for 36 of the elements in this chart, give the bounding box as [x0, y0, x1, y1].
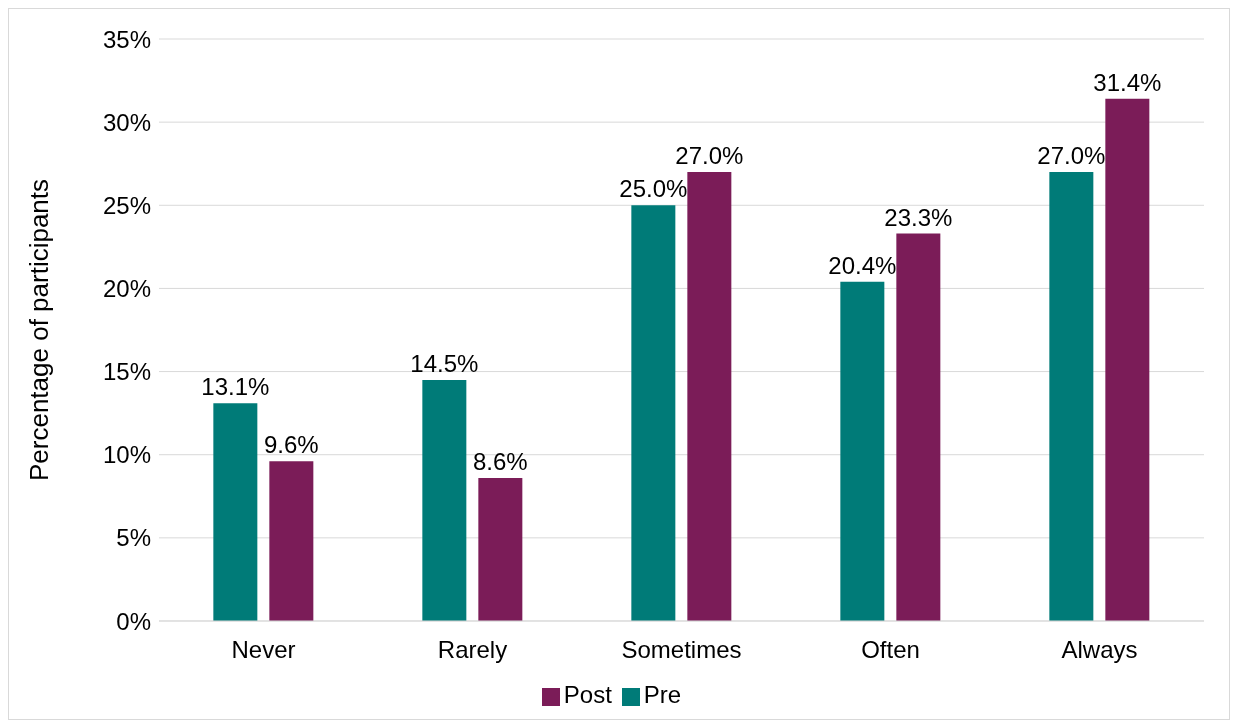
y-tick-label: 25% — [102, 191, 151, 219]
legend-label: Pre — [643, 681, 682, 708]
bar — [896, 233, 941, 621]
bar — [422, 379, 467, 621]
y-tick-label: 30% — [102, 108, 151, 136]
y-axis-title: Percentage of participants — [24, 178, 55, 482]
y-tick-label: 0% — [116, 607, 151, 635]
data-label: 25.0% — [619, 175, 688, 203]
x-tick-label: Never — [231, 636, 296, 664]
x-tick-label: Often — [861, 636, 920, 664]
data-label: 27.0% — [675, 142, 744, 170]
y-tick-label: 15% — [102, 358, 151, 386]
bar — [269, 461, 314, 621]
data-label: 23.3% — [884, 203, 953, 231]
data-label: 31.4% — [1093, 68, 1162, 96]
x-tick-label: Sometimes — [621, 636, 742, 664]
y-tick-label: 35% — [102, 25, 151, 53]
bar — [1105, 98, 1150, 621]
data-label: 27.0% — [1037, 142, 1106, 170]
legend-label: Post — [563, 681, 612, 708]
bar — [213, 403, 258, 621]
data-label: 14.5% — [410, 349, 479, 377]
y-tick-label: 10% — [102, 441, 151, 469]
y-tick-label: 5% — [116, 524, 151, 552]
bar — [478, 477, 523, 621]
data-label: 8.6% — [472, 447, 528, 475]
data-label: 9.6% — [263, 431, 319, 459]
x-tick-label: Rarely — [437, 636, 508, 664]
data-label: 20.4% — [828, 251, 897, 279]
bar — [631, 205, 676, 621]
bar — [687, 172, 732, 621]
bar — [840, 281, 885, 621]
x-tick-label: Always — [1061, 636, 1138, 664]
data-label: 13.1% — [201, 373, 270, 401]
bar — [1049, 172, 1094, 621]
y-tick-label: 20% — [102, 274, 151, 302]
